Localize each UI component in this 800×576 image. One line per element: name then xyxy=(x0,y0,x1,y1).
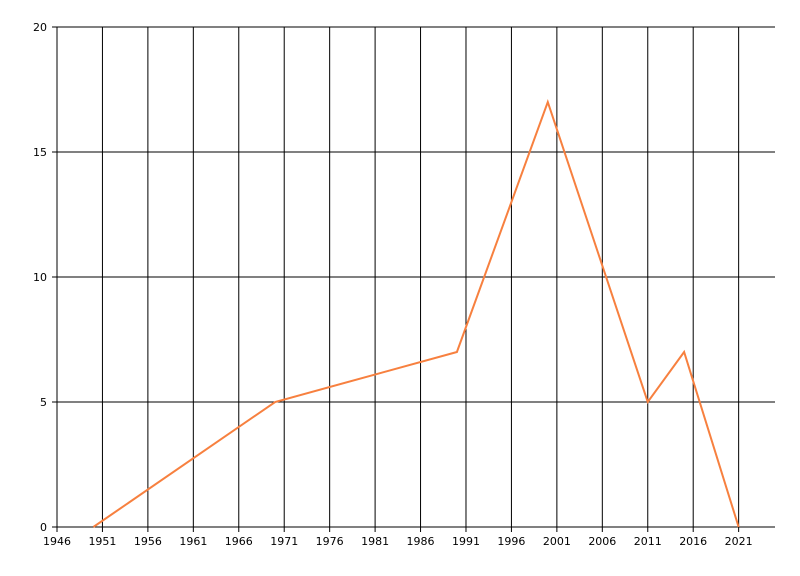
x-tick-label: 2011 xyxy=(634,535,662,548)
y-tick-label: 5 xyxy=(40,396,47,409)
x-tick-label: 2001 xyxy=(543,535,571,548)
x-tick-label: 1951 xyxy=(88,535,116,548)
x-tick-label: 1961 xyxy=(179,535,207,548)
x-tick-label: 1956 xyxy=(134,535,162,548)
y-tick-label: 10 xyxy=(33,271,47,284)
x-tick-label: 2021 xyxy=(725,535,753,548)
x-tick-label: 1981 xyxy=(361,535,389,548)
x-tick-label: 1986 xyxy=(407,535,435,548)
x-tick-label: 1946 xyxy=(43,535,71,548)
x-tick-label: 2016 xyxy=(679,535,707,548)
y-tick-label: 0 xyxy=(40,521,47,534)
x-tick-label: 1971 xyxy=(270,535,298,548)
x-tick-label: 1966 xyxy=(225,535,253,548)
x-tick-label: 1976 xyxy=(316,535,344,548)
y-tick-label: 15 xyxy=(33,146,47,159)
y-tick-label: 20 xyxy=(33,21,47,34)
x-tick-label: 1996 xyxy=(497,535,525,548)
x-tick-label: 2006 xyxy=(588,535,616,548)
data-line xyxy=(92,98,740,528)
x-tick-label: 1991 xyxy=(452,535,480,548)
